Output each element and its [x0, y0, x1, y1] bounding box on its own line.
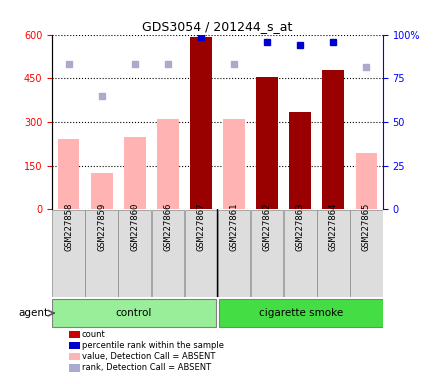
FancyBboxPatch shape — [349, 210, 382, 297]
Text: GSM227864: GSM227864 — [328, 203, 337, 252]
Text: GSM227862: GSM227862 — [262, 203, 271, 252]
FancyBboxPatch shape — [219, 299, 382, 327]
FancyBboxPatch shape — [52, 299, 215, 327]
Text: GSM227867: GSM227867 — [196, 203, 205, 252]
Bar — [355, 152, 376, 209]
FancyBboxPatch shape — [151, 210, 184, 297]
Text: rank, Detection Call = ABSENT: rank, Detection Call = ABSENT — [82, 364, 210, 372]
Text: GSM227858: GSM227858 — [64, 203, 73, 252]
Bar — [256, 77, 277, 209]
Text: GSM227860: GSM227860 — [130, 203, 139, 252]
FancyBboxPatch shape — [217, 210, 250, 297]
Bar — [124, 137, 145, 209]
FancyBboxPatch shape — [184, 210, 217, 297]
Text: cigarette smoke: cigarette smoke — [258, 308, 342, 318]
Text: percentile rank within the sample: percentile rank within the sample — [82, 341, 224, 350]
FancyBboxPatch shape — [118, 210, 151, 297]
FancyBboxPatch shape — [52, 210, 85, 297]
Bar — [157, 119, 178, 209]
Bar — [69, 342, 79, 349]
FancyBboxPatch shape — [85, 210, 118, 297]
Bar — [289, 112, 310, 209]
Text: count: count — [82, 330, 105, 339]
Text: GSM227866: GSM227866 — [163, 203, 172, 252]
FancyBboxPatch shape — [250, 210, 283, 297]
Text: GSM227865: GSM227865 — [361, 203, 370, 252]
Bar — [69, 353, 79, 361]
FancyBboxPatch shape — [283, 210, 316, 297]
Text: GSM227861: GSM227861 — [229, 203, 238, 252]
Bar — [58, 139, 79, 209]
Text: control: control — [115, 308, 152, 318]
Text: GSM227863: GSM227863 — [295, 203, 304, 252]
Bar — [69, 364, 79, 372]
Bar — [322, 70, 343, 209]
Bar — [223, 119, 244, 209]
Title: GDS3054 / 201244_s_at: GDS3054 / 201244_s_at — [142, 20, 292, 33]
Bar — [190, 38, 211, 209]
Bar — [91, 173, 112, 209]
FancyBboxPatch shape — [316, 210, 349, 297]
Text: agent: agent — [19, 308, 49, 318]
Text: GSM227859: GSM227859 — [97, 203, 106, 252]
Bar — [69, 331, 79, 338]
Text: value, Detection Call = ABSENT: value, Detection Call = ABSENT — [82, 353, 215, 361]
